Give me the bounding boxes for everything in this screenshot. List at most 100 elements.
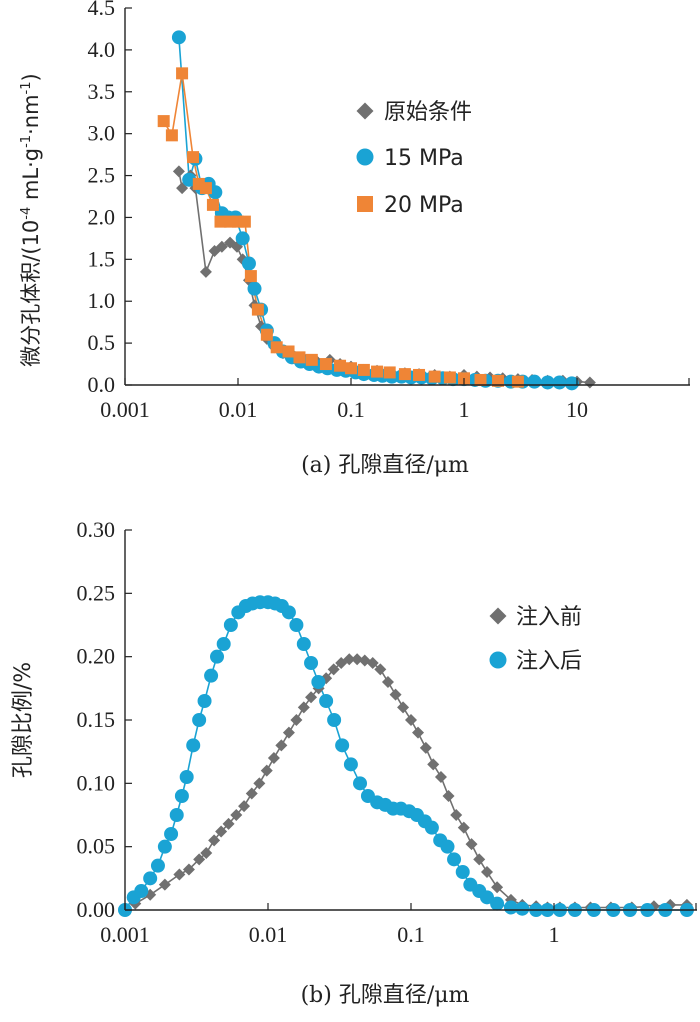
b-data-point [169,808,184,822]
b-data-point [192,713,207,727]
b-x-tick-label: 1 [549,922,560,947]
b-data-point [208,834,221,847]
b-data-point [260,764,273,777]
a-series-2-points [157,67,524,388]
a-data-point [182,172,197,187]
b-data-point [311,675,326,689]
legend-b-marker-circle [489,651,507,669]
legend-a-label-15mpa: 15 MPa [384,146,464,171]
b-data-point [419,741,432,754]
a-data-point [474,373,487,386]
chart-b-legend: 注入前 注入后 [489,605,582,674]
b-y-tick-label: 0.20 [77,644,116,669]
b-data-point [197,694,212,708]
b-data-point [351,653,364,666]
b-data-point [319,694,334,708]
b-data-point [397,701,410,714]
a-data-point [511,375,524,388]
b-data-point [515,901,530,916]
a-y-tick-label: 2.0 [88,204,116,229]
b-data-point [305,691,318,704]
b-data-point [134,884,149,898]
a-data-point [552,375,567,390]
a-data-point [157,115,170,128]
b-series-0-points [129,653,693,914]
a-x-tick-label: 1 [459,397,470,422]
a-data-point [319,358,332,371]
a-data-point [214,215,227,228]
a-data-point [492,374,505,387]
b-data-point [455,865,470,879]
a-data-point [171,30,186,45]
a-data-point [357,363,370,376]
b-data-point [193,853,206,866]
a-data-point [540,375,555,390]
a-data-point [583,376,596,389]
chart-b-caption: (b) 孔隙直径/μm [301,983,470,1008]
a-data-point [199,265,212,278]
chart-b-series-lines [124,601,687,911]
b-data-point [157,839,172,854]
a-x-tick-label: 0.1 [337,397,365,422]
b-data-point [238,800,251,813]
a-data-point [176,67,189,80]
b-data-point [343,757,358,772]
chart-a-y-axis-title: 微分孔体积/(10-4 mL·g-1·nm-1) [19,73,43,366]
b-data-point [186,738,201,753]
a-data-point [206,198,219,211]
b-data-point [442,790,455,802]
a-y-tick-label: 1.0 [88,288,116,313]
b-data-point [434,771,447,783]
chart-b: 0.001 0.01 0.1 1 0.000.050.100.150.200.250.… [11,517,697,1008]
b-data-point [296,637,311,651]
chart-a-caption: (a) 孔隙直径/μm [301,453,469,478]
b-data-point [412,726,425,739]
b-data-point [253,777,266,790]
legend-a-item-20mpa: 20 MPa [357,193,464,218]
a-data-point [443,371,456,384]
legend-b-item-before: 注入前 [489,605,582,630]
a-y-tick-label: 1.5 [88,246,116,271]
a-data-point [398,368,411,381]
b-data-point [503,900,518,915]
b-data-point [281,605,296,620]
b-data-point [282,726,295,739]
b-x-tick-label: 0.001 [100,922,150,947]
a-data-point [564,376,579,391]
a-x-tick-label: 0.01 [219,397,258,422]
b-data-point [182,863,195,876]
b-data-point [374,663,387,676]
a-x-tick-label: 0.001 [100,397,150,422]
a-data-point [371,365,384,378]
a-data-point [527,374,542,389]
b-data-point [245,787,258,800]
b-data-point [200,847,213,859]
a-series-line-1 [178,37,572,385]
a-data-point [251,303,264,316]
a-data-point [270,341,283,354]
b-data-point [343,653,356,666]
a-data-point [247,281,262,296]
chart-a-series-markers [157,30,596,391]
a-data-point [305,353,318,366]
b-data-point [174,789,189,803]
b-data-point [480,890,495,905]
a-data-point [165,129,178,142]
b-data-point [424,820,439,835]
chart-a-x-tick-labels: 0.001 0.01 0.1 1 10 [100,397,588,422]
legend-a-marker-square [357,196,373,212]
b-data-point [267,752,280,764]
legend-a-marker-diamond [356,102,374,120]
b-data-point [179,770,194,784]
b-series-1-points [118,595,694,917]
a-data-point [244,270,257,283]
b-data-point [216,637,231,651]
b-data-point [353,776,368,791]
a-data-point [260,328,273,341]
b-data-point [297,701,310,714]
b-data-point [327,663,340,676]
b-series-line-1 [124,601,687,911]
b-x-tick-label: 0.1 [397,922,425,947]
a-data-point [238,215,251,228]
a-data-point [215,240,228,253]
